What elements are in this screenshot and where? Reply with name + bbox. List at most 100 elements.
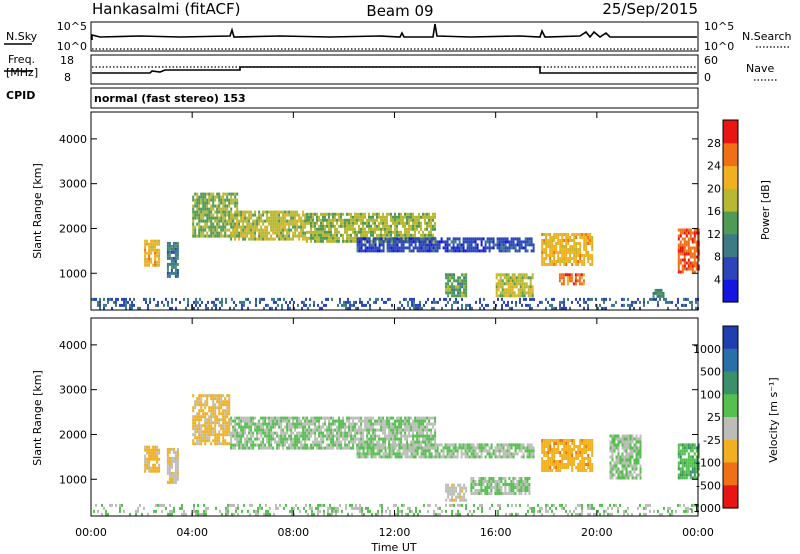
heatmap-cell xyxy=(398,449,401,453)
heatmap-cell xyxy=(338,425,341,429)
heatmap-cell xyxy=(198,210,201,214)
heatmap-cell xyxy=(677,246,680,250)
heatmap-cell xyxy=(166,453,169,457)
heatmap-cell xyxy=(372,218,374,222)
heatmap-cell xyxy=(316,437,319,441)
heatmap-cell xyxy=(334,239,336,243)
heatmap-cell xyxy=(328,422,331,426)
heatmap-cell xyxy=(168,274,171,278)
heatmap-cell xyxy=(342,236,344,240)
heatmap-cell xyxy=(419,300,421,304)
heatmap-cell xyxy=(583,239,586,242)
heatmap-cell xyxy=(242,228,245,232)
heatmap-cell xyxy=(194,216,197,220)
heatmap-cell xyxy=(652,291,655,295)
heatmap-cell xyxy=(288,234,291,238)
heatmap-cell xyxy=(486,449,489,453)
heatmap-cell xyxy=(563,260,566,263)
heatmap-cell xyxy=(543,260,546,263)
heatmap-cell xyxy=(378,416,381,420)
heatmap-cell xyxy=(426,449,429,453)
heatmap-cell xyxy=(204,403,207,407)
heatmap-cell xyxy=(366,246,369,250)
heatmap-cell xyxy=(428,221,430,225)
heatmap-cell xyxy=(208,430,211,434)
heatmap-cell xyxy=(629,446,632,450)
heatmap-cell xyxy=(336,431,339,435)
heatmap-cell xyxy=(382,240,385,244)
heatmap-cell xyxy=(202,201,205,205)
heatmap-cell xyxy=(394,246,397,250)
heatmap-cell xyxy=(111,297,113,301)
heatmap-cell xyxy=(366,455,369,459)
heatmap-cell xyxy=(627,434,630,438)
heatmap-cell xyxy=(420,452,423,456)
heatmap-cell xyxy=(372,221,374,225)
heatmap-cell xyxy=(508,492,511,495)
heatmap-cell xyxy=(314,233,316,237)
heatmap-cell xyxy=(427,297,429,301)
heatmap-cell xyxy=(158,248,161,252)
heatmap-cell xyxy=(378,215,380,219)
heatmap-cell xyxy=(202,216,205,220)
heatmap-cell xyxy=(480,480,483,483)
heatmap-cell xyxy=(378,419,381,423)
heatmap-cell xyxy=(218,219,221,223)
heatmap-cell xyxy=(330,236,332,240)
heatmap-cell xyxy=(565,263,568,266)
heatmap-cell xyxy=(381,297,383,301)
heatmap-cell xyxy=(225,297,227,301)
heatmap-cell xyxy=(424,416,427,420)
heatmap-cell xyxy=(174,256,177,260)
heatmap-cell xyxy=(168,244,171,248)
heatmap-cell xyxy=(469,306,471,310)
heatmap-cell xyxy=(447,294,450,298)
heatmap-cell xyxy=(290,440,293,444)
heatmap-cell xyxy=(214,418,217,422)
heatmap-cell xyxy=(591,236,594,239)
heatmap-cell xyxy=(551,454,554,457)
heatmap-cell xyxy=(240,416,243,420)
heatmap-cell xyxy=(577,457,580,460)
heatmap-cell xyxy=(583,442,586,445)
heatmap-cell xyxy=(272,210,275,214)
heatmap-cell xyxy=(553,245,556,248)
heatmap-cell xyxy=(282,234,285,238)
heatmap-cell xyxy=(557,242,560,245)
heatmap-cell xyxy=(226,406,229,410)
heatmap-cell xyxy=(495,273,498,277)
heatmap-cell xyxy=(402,443,405,447)
heatmap-cell xyxy=(512,246,515,250)
heatmap-cell xyxy=(330,233,332,237)
heatmap-cell xyxy=(260,231,263,235)
heatmap-cell xyxy=(258,425,261,429)
heatmap-cell xyxy=(362,443,365,447)
heatmap-cell xyxy=(453,498,456,502)
heatmap-cell xyxy=(308,215,310,219)
heatmap-cell xyxy=(198,204,201,208)
heatmap-cell xyxy=(510,489,513,492)
heatmap-cell xyxy=(292,440,295,444)
heatmap-cell xyxy=(432,237,435,241)
heatmap-cell xyxy=(374,443,377,447)
heatmap-cell xyxy=(576,279,579,283)
heatmap-cell xyxy=(565,239,568,242)
heatmap-cell xyxy=(322,233,324,237)
heatmap-cell xyxy=(629,303,631,307)
heatmap-cell xyxy=(565,445,568,448)
heatmap-cell xyxy=(507,303,509,307)
heatmap-cell xyxy=(318,218,320,222)
heatmap-cell xyxy=(364,440,367,444)
heatmap-cell xyxy=(308,428,311,432)
heatmap-cell xyxy=(516,446,519,450)
heatmap-cell xyxy=(308,425,311,429)
heatmap-cell xyxy=(563,254,566,257)
heatmap-cell xyxy=(445,291,448,295)
heatmap-cell xyxy=(360,443,363,447)
heatmap-cell xyxy=(502,240,505,244)
heatmap-cell xyxy=(244,440,247,444)
heatmap-cell xyxy=(152,451,155,455)
heatmap-cell xyxy=(412,425,415,429)
heatmap-cell xyxy=(208,415,211,419)
heatmap-cell xyxy=(545,469,548,472)
